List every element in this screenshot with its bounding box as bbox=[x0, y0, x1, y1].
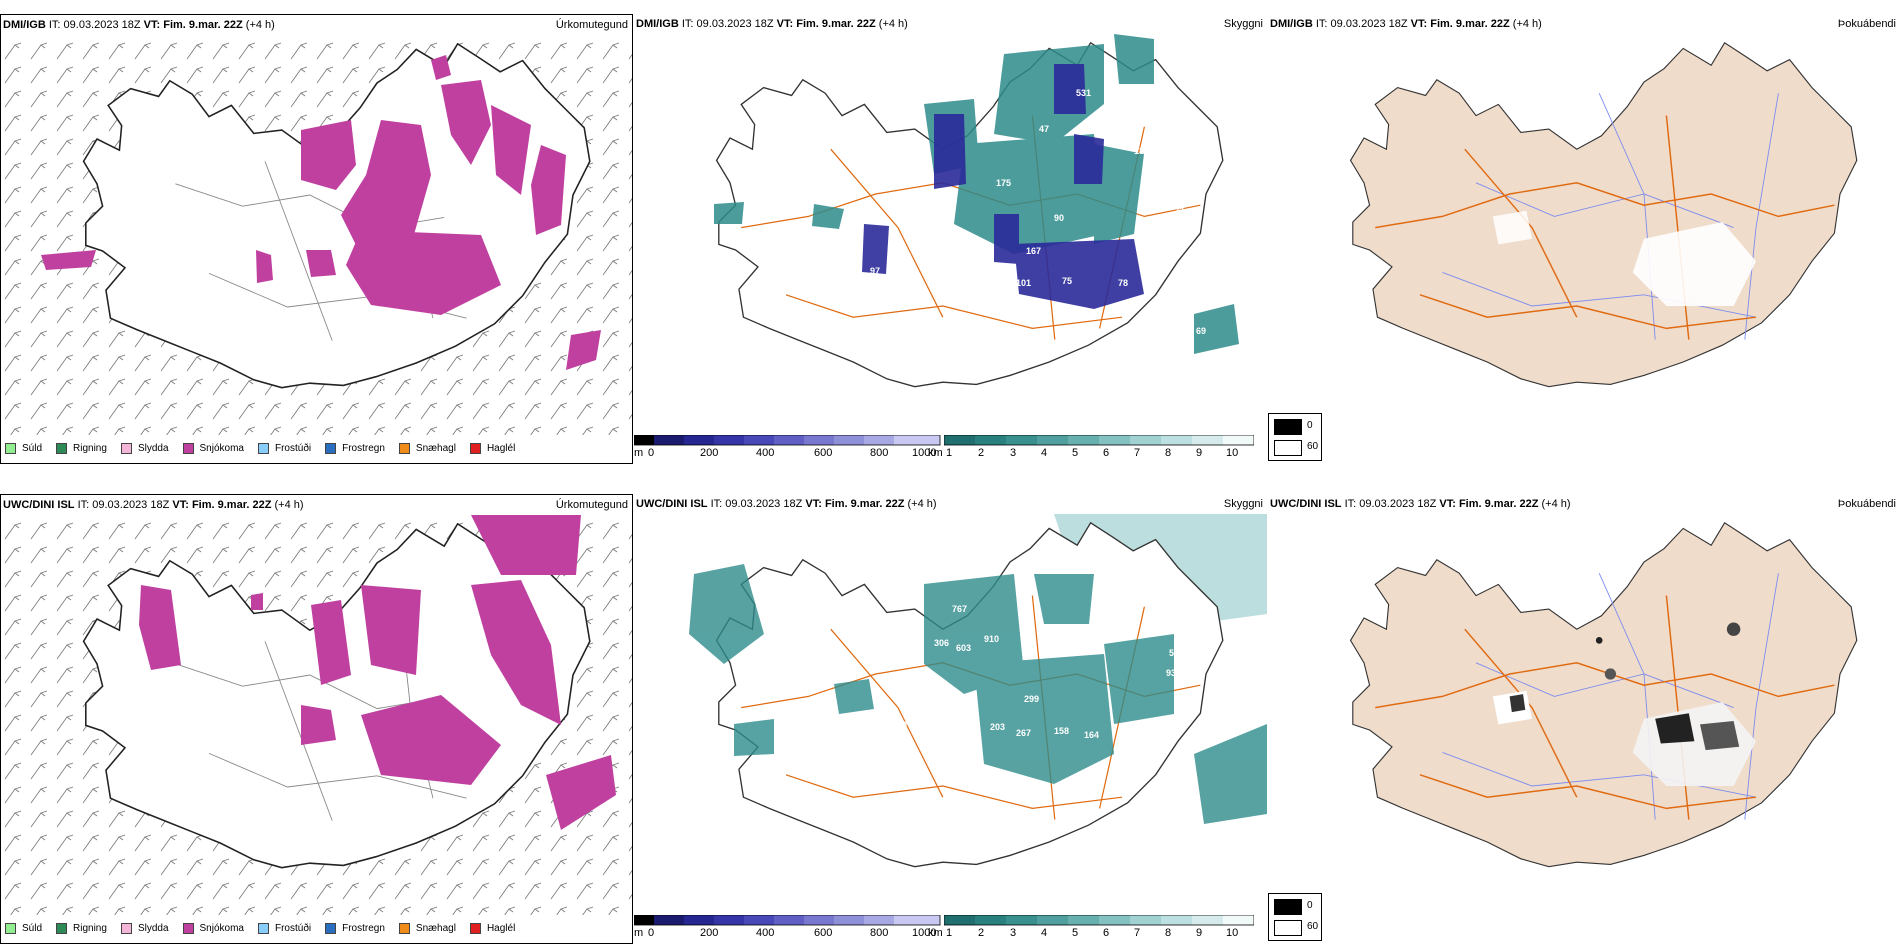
svg-text:203: 203 bbox=[990, 722, 1005, 732]
panel-title: Skyggni bbox=[1223, 18, 1263, 30]
panel-title: Úrkomutegund bbox=[555, 499, 628, 511]
panel-title: Skyggni bbox=[1223, 498, 1263, 510]
panel-title: Þokuábendi bbox=[1837, 498, 1896, 510]
legend-item-snjokoma: Snjókoma bbox=[182, 443, 244, 454]
panel-header: UWC/DINI ISL IT: 09.03.2023 18Z VT: Fim.… bbox=[1270, 498, 1571, 510]
panel-title: Þokuábendi bbox=[1837, 18, 1896, 30]
svg-text:524: 524 bbox=[1169, 648, 1184, 658]
fog-map-top bbox=[1350, 42, 1858, 388]
svg-text:306: 306 bbox=[934, 638, 949, 648]
cloud-panel-bottom: UWC/DINI ISL IT: 09.03.2023 18Z VT: Fim.… bbox=[634, 494, 1267, 944]
panel-header: UWC/DINI ISL IT: 09.03.2023 18Z VT: Fim.… bbox=[636, 498, 937, 510]
svg-text:158: 158 bbox=[1054, 726, 1069, 736]
snow-areas bbox=[139, 515, 616, 830]
svg-text:531: 531 bbox=[1076, 88, 1091, 98]
legend-item-frostregn: Frostregn bbox=[325, 923, 385, 934]
panel-header: DMI/IGB IT: 09.03.2023 18Z VT: Fim. 9.ma… bbox=[636, 18, 908, 30]
elevation-scale: m 0 200 400 600 800 1000 bbox=[634, 435, 944, 461]
svg-text:78: 78 bbox=[1118, 278, 1128, 288]
fog-legend-top: 0 60 bbox=[1268, 413, 1322, 461]
svg-text:603: 603 bbox=[956, 643, 971, 653]
legend-item-haglel: Haglél bbox=[469, 923, 515, 934]
fog-map-bottom bbox=[1350, 522, 1858, 868]
precip-panel-top: DMI/IGB IT: 09.03.2023 18Z VT: Fim. 9.ma… bbox=[0, 14, 633, 464]
svg-text:230: 230 bbox=[1060, 310, 1075, 320]
svg-text:173: 173 bbox=[1174, 171, 1189, 181]
svg-text:239: 239 bbox=[664, 720, 679, 730]
legend-item-frostudi: Frostúði bbox=[257, 443, 311, 454]
legend-item-slydda: Slydda bbox=[120, 923, 169, 934]
svg-text:75: 75 bbox=[1062, 276, 1072, 286]
svg-text:22: 22 bbox=[1174, 206, 1184, 216]
svg-text:167: 167 bbox=[1026, 246, 1041, 256]
fog-panel-bottom: UWC/DINI ISL IT: 09.03.2023 18Z VT: Fim.… bbox=[1268, 494, 1900, 884]
legend-item-sudd: Súld bbox=[5, 923, 42, 934]
visibility-scale: km 1 2 3 4 5 6 7 8 9 10 bbox=[928, 435, 1264, 461]
svg-text:32: 32 bbox=[1114, 112, 1124, 122]
legend-item-rigning: Rigning bbox=[56, 443, 107, 454]
svg-text:47: 47 bbox=[1039, 124, 1049, 134]
visibility-scale: km 1 2 3 4 5 6 7 8 9 10 bbox=[928, 915, 1264, 941]
legend-item-rigning: Rigning bbox=[56, 923, 107, 934]
snow-areas bbox=[41, 55, 601, 370]
svg-text:910: 910 bbox=[984, 634, 999, 644]
panel-header: DMI/IGB IT: 09.03.2023 18Z VT: Fim. 9.ma… bbox=[3, 19, 275, 31]
svg-text:137: 137 bbox=[1134, 146, 1149, 156]
legend-item-frostudi: Frostúði bbox=[257, 923, 311, 934]
svg-text:267: 267 bbox=[1016, 728, 1031, 738]
svg-text:767: 767 bbox=[952, 604, 967, 614]
cloud-map-top: 531 47 137 32 137 173 36 90 22 75 101 78… bbox=[714, 34, 1239, 388]
svg-text:23: 23 bbox=[870, 730, 880, 740]
precip-panel-bottom: UWC/DINI ISL IT: 09.03.2023 18Z VT: Fim.… bbox=[0, 494, 633, 944]
legend-item-haglel: Haglél bbox=[469, 443, 515, 454]
fog-legend-bottom: 0 60 bbox=[1268, 893, 1322, 941]
panel-header: UWC/DINI ISL IT: 09.03.2023 18Z VT: Fim.… bbox=[3, 499, 304, 511]
svg-text:175: 175 bbox=[996, 178, 1011, 188]
svg-text:97: 97 bbox=[870, 266, 880, 276]
svg-text:90: 90 bbox=[1054, 213, 1064, 223]
panel-title: Úrkomutegund bbox=[555, 19, 628, 31]
legend-item-snaehagl: Snæhagl bbox=[398, 443, 456, 454]
cloud-map-bottom: 767 306 603 910 192 524 93 299 203 267 1… bbox=[664, 514, 1267, 868]
svg-text:111: 111 bbox=[954, 248, 968, 258]
svg-text:299: 299 bbox=[1024, 694, 1039, 704]
svg-text:36: 36 bbox=[1169, 191, 1179, 201]
legend-item-snaehagl: Snæhagl bbox=[398, 923, 456, 934]
svg-text:164: 164 bbox=[1084, 730, 1099, 740]
svg-text:137: 137 bbox=[896, 252, 911, 262]
svg-text:84: 84 bbox=[1174, 228, 1184, 238]
cloud-panel-top: DMI/IGB IT: 09.03.2023 18Z VT: Fim. 9.ma… bbox=[634, 14, 1267, 464]
legend-item-frostregn: Frostregn bbox=[325, 443, 385, 454]
panel-header: DMI/IGB IT: 09.03.2023 18Z VT: Fim. 9.ma… bbox=[1270, 18, 1542, 30]
svg-text:101: 101 bbox=[1016, 278, 1031, 288]
precip-map-bottom bbox=[1, 515, 632, 915]
precip-map-top bbox=[1, 35, 632, 435]
elevation-scale: m 0 200 400 600 800 1000 bbox=[634, 915, 944, 941]
precip-legend: Súld Rigning Slydda Snjókoma Frostúði Fr… bbox=[5, 923, 515, 934]
legend-item-sudd: Súld bbox=[5, 443, 42, 454]
fog-panel-top: DMI/IGB IT: 09.03.2023 18Z VT: Fim. 9.ma… bbox=[1268, 14, 1900, 404]
legend-item-snjokoma: Snjókoma bbox=[182, 923, 244, 934]
svg-text:69: 69 bbox=[1196, 326, 1206, 336]
svg-text:192: 192 bbox=[1154, 610, 1169, 620]
svg-text:260: 260 bbox=[892, 720, 907, 730]
legend-item-slydda: Slydda bbox=[120, 443, 169, 454]
svg-text:93: 93 bbox=[1166, 668, 1176, 678]
precip-legend: Súld Rigning Slydda Snjókoma Frostúði Fr… bbox=[5, 443, 515, 454]
svg-text:137: 137 bbox=[1089, 118, 1104, 128]
